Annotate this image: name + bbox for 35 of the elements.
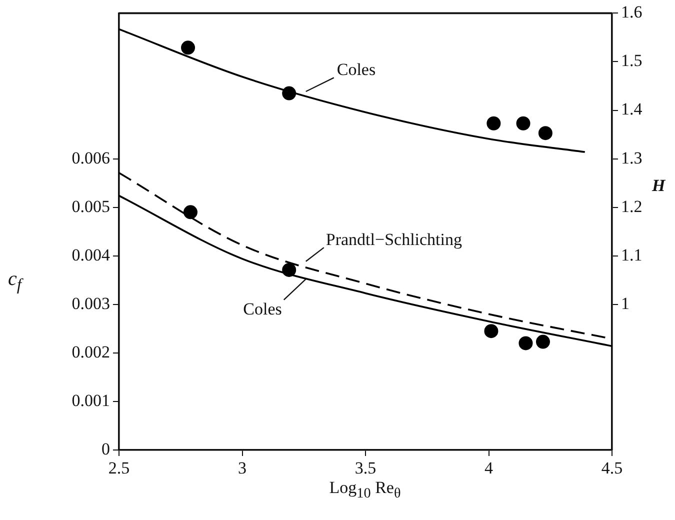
y2-tick-label: 1.1 xyxy=(621,245,642,264)
point xyxy=(518,336,533,350)
point xyxy=(181,40,196,55)
x-axis-title: Log$_{10}$ Re$_{θ}$ xyxy=(328,478,402,502)
y-tick-label: 0.004 xyxy=(72,245,110,264)
series-label: Coles xyxy=(243,299,282,318)
y-tick-label: 0.003 xyxy=(72,294,110,313)
x-tick-label: 3.5 xyxy=(354,458,376,478)
x-tick-label: 4 xyxy=(484,458,494,478)
y-tick-label: 0.005 xyxy=(72,196,110,216)
y2-tick-label: 1.3 xyxy=(621,148,642,168)
y2-tick-label: 1 xyxy=(621,294,630,313)
y2-tick-label: 1.6 xyxy=(621,2,642,22)
point xyxy=(516,116,530,130)
y-tick-label: 0.006 xyxy=(72,148,110,168)
point xyxy=(538,126,552,140)
x-tick-label: 4.5 xyxy=(601,458,623,478)
point xyxy=(183,205,198,220)
y2-axis-title: H xyxy=(652,176,666,196)
line-series xyxy=(119,28,586,153)
series-label: Coles xyxy=(336,60,376,79)
x-tick-label: 3 xyxy=(238,458,246,478)
point xyxy=(536,334,550,349)
y-axis-title: c$_{f}$ xyxy=(8,268,22,295)
y2-tick-label: 1.4 xyxy=(621,100,643,119)
x-tick-label: 2.5 xyxy=(108,458,130,478)
y-tick-label: 0.002 xyxy=(72,342,110,362)
y2-tick-label: 1.2 xyxy=(621,196,642,216)
series-label: Prandtl−Schlichting xyxy=(326,230,463,249)
y-tick-label: 0.001 xyxy=(72,390,110,410)
y-tick-label: 0 xyxy=(102,439,110,458)
y2-tick-label: 1.5 xyxy=(621,51,642,70)
point xyxy=(486,116,501,130)
line-series xyxy=(119,194,612,348)
point xyxy=(484,324,498,338)
